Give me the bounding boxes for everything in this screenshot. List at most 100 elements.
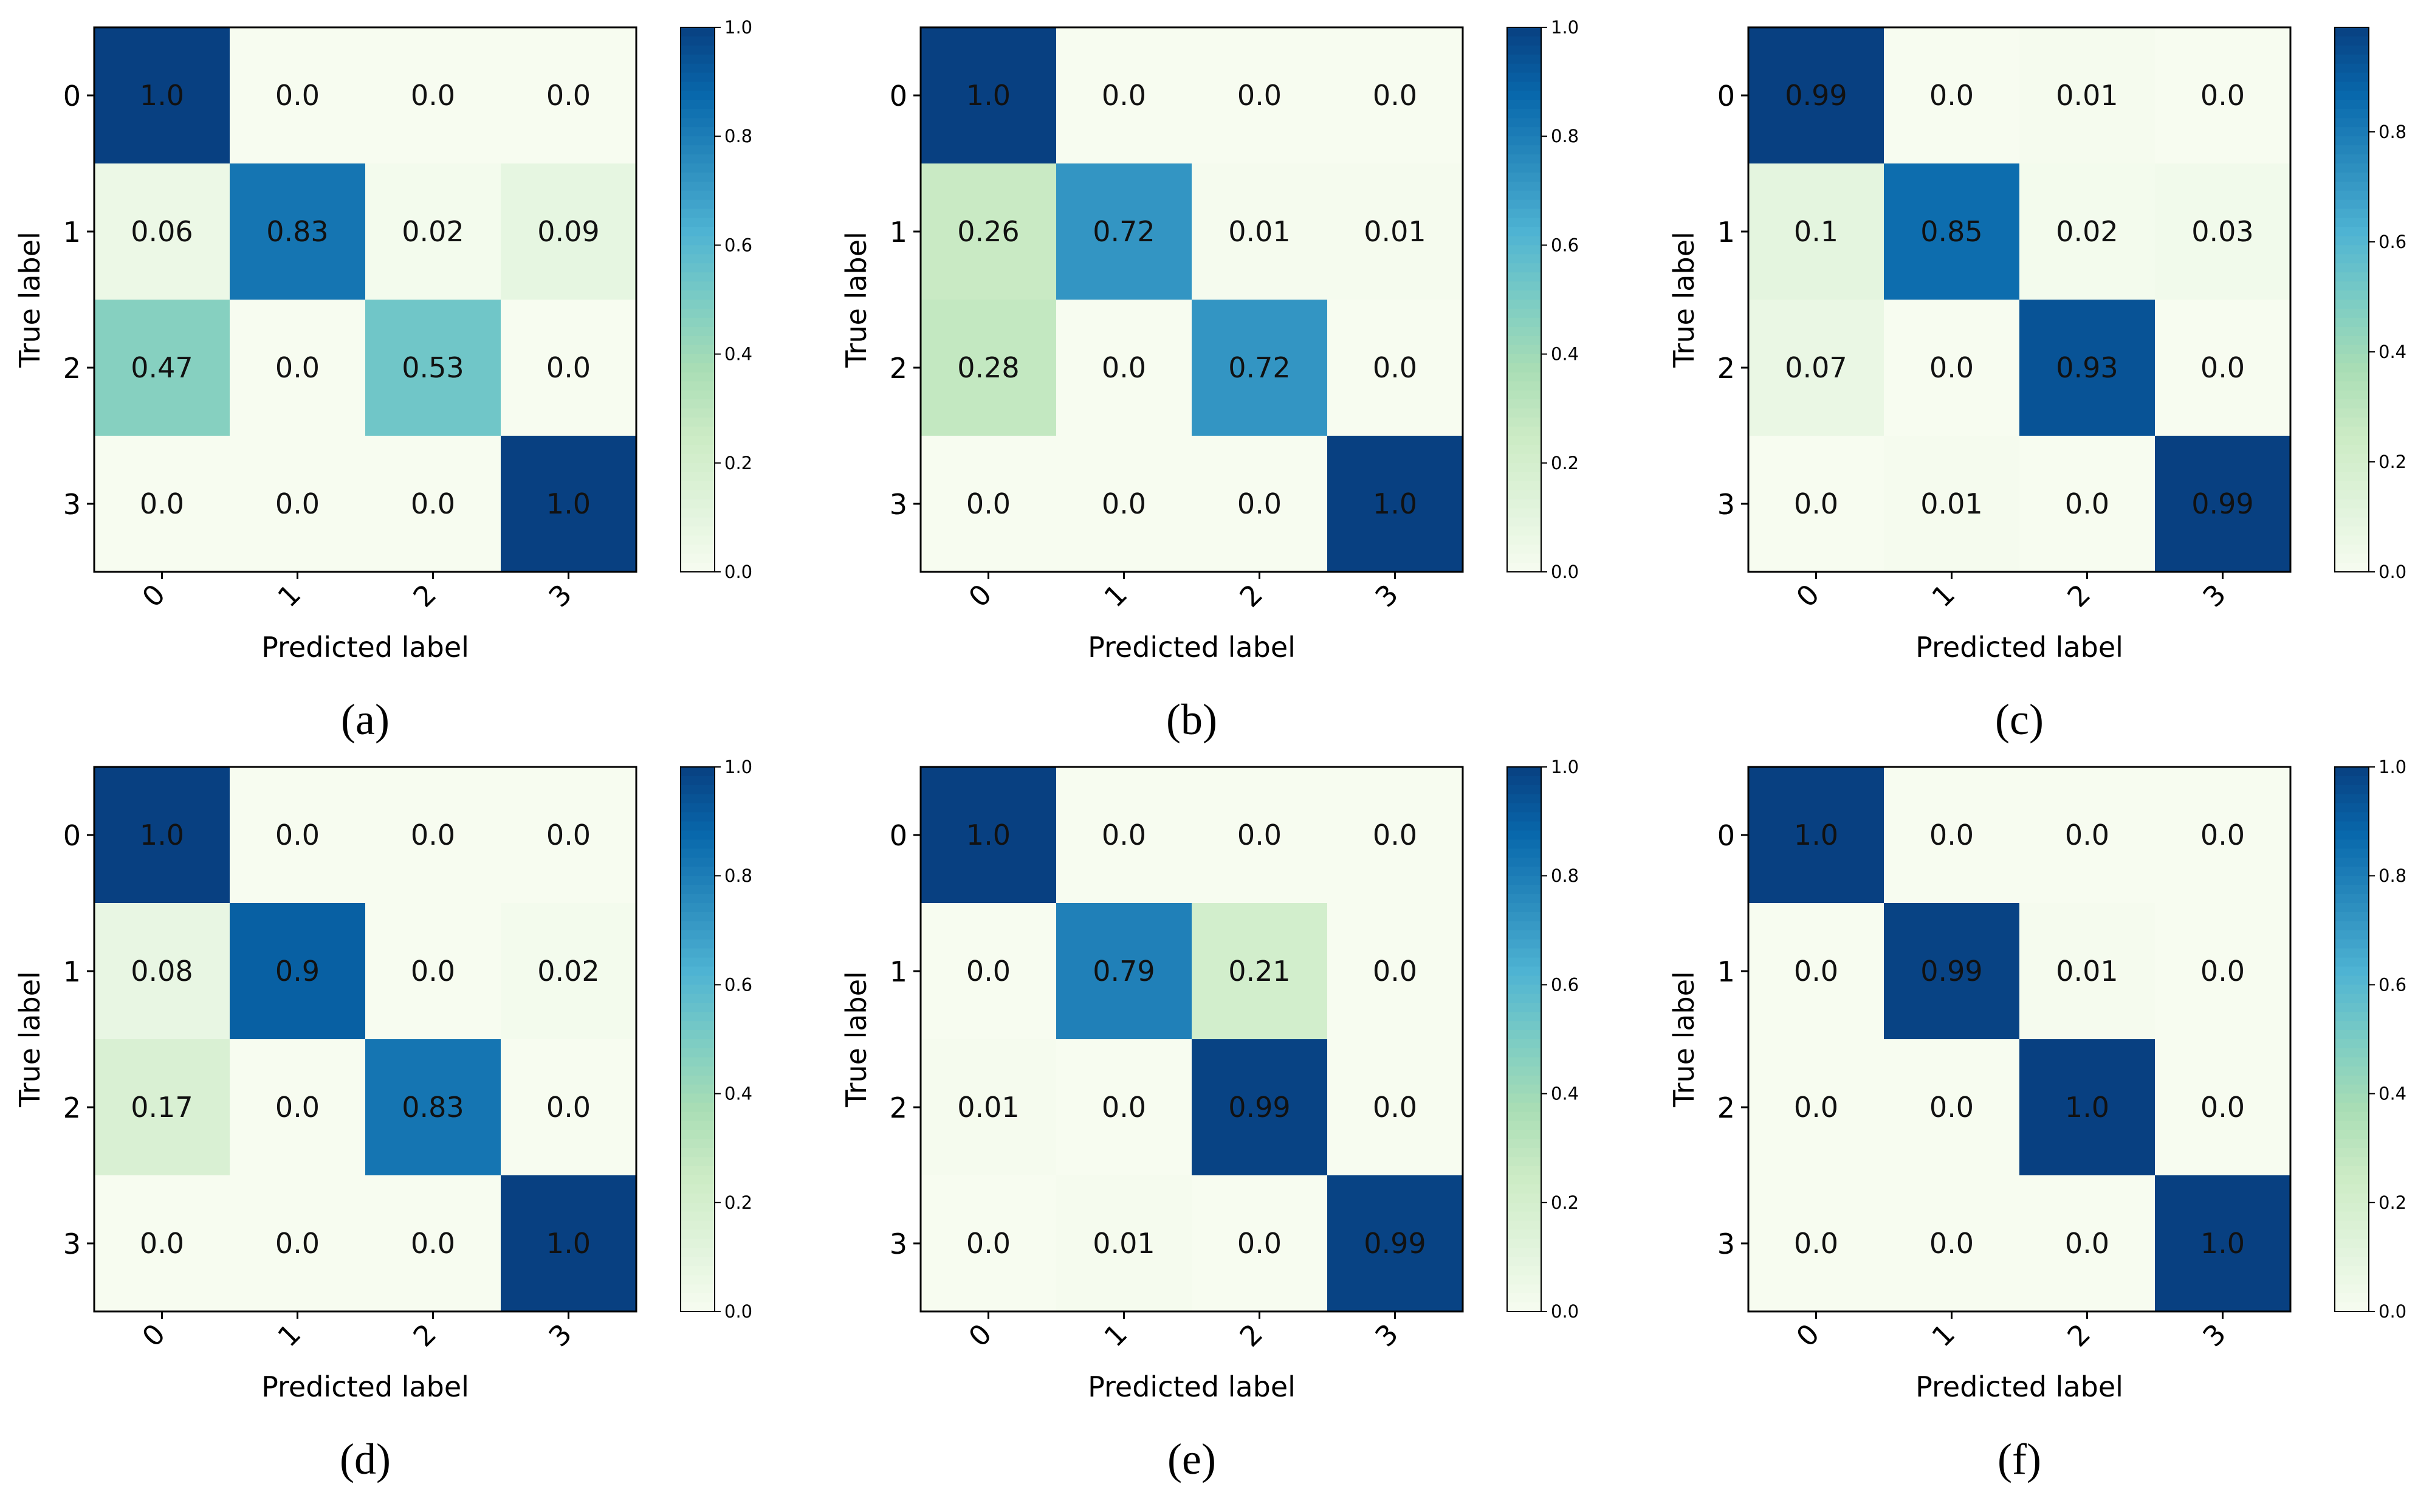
heatmap-cell (921, 1039, 1056, 1175)
colorbar-segment (1507, 1066, 1541, 1076)
panel-e: 1.0 0.0 0.0 0.00.0 0.79 0.21 0.00.01 0.0 0.99 0.0… (840, 757, 1579, 1483)
cell-label: 0.85 (1920, 215, 1982, 248)
colorbar-segment (1507, 163, 1541, 173)
colorbar-segment (2335, 867, 2369, 877)
colorbar-segment (681, 1166, 715, 1176)
colorbar-segment (1507, 1275, 1541, 1285)
x-axis-label: Predicted label (261, 631, 469, 664)
colorbar-tick-label: 0.0 (1551, 1301, 1579, 1322)
colorbar-segment (681, 903, 715, 913)
heatmap-cell (365, 1039, 501, 1175)
colorbar-tick-label: 0.0 (1551, 562, 1579, 582)
colorbar-segment (681, 1039, 715, 1049)
colorbar-segment (1507, 1157, 1541, 1167)
colorbar-segment (1507, 390, 1541, 400)
heatmap-cell (1884, 27, 2019, 163)
heatmap-cell (1327, 1175, 1463, 1311)
colorbar-segment (1507, 63, 1541, 74)
colorbar-segment (2335, 885, 2369, 895)
heatmap-cell (94, 27, 230, 163)
heatmap-cell (1192, 300, 1327, 436)
heatmap-cell (1327, 767, 1463, 903)
colorbar-tick-label: 0.4 (2379, 342, 2406, 362)
colorbar-segment (1507, 372, 1541, 382)
colorbar-segment (1507, 1084, 1541, 1094)
colorbar-tick-label: 1.0 (724, 757, 752, 777)
cell-label: 0.99 (2191, 487, 2253, 520)
cell-label: 0.0 (1102, 79, 1146, 112)
colorbar-segment (2335, 354, 2369, 364)
heatmap-cell (230, 903, 365, 1039)
colorbar-segment (681, 1175, 715, 1185)
colorbar-segment (2335, 63, 2369, 74)
colorbar-segment (2335, 127, 2369, 137)
heatmap-cell (365, 903, 501, 1039)
colorbar-segment (1507, 335, 1541, 346)
cell-label: 0.0 (275, 79, 320, 112)
colorbar-segment (1507, 363, 1541, 373)
colorbar-segment (681, 1003, 715, 1013)
heatmap-cell (230, 1175, 365, 1311)
cell-label: 1.0 (1794, 819, 1838, 851)
colorbar-segment (1507, 508, 1541, 518)
colorbar-segment (681, 985, 715, 995)
colorbar-segment (681, 1220, 715, 1231)
heatmap-cell (501, 1039, 636, 1175)
colorbar-segment (681, 775, 715, 786)
colorbar-segment (2335, 453, 2369, 464)
x-axis-label: Predicted label (1915, 631, 2123, 664)
y-tick-label: 1 (890, 955, 907, 988)
colorbar-segment (681, 326, 715, 337)
colorbar-segment (2335, 1302, 2369, 1312)
colorbar-segment (681, 172, 715, 182)
colorbar-segment (681, 912, 715, 922)
y-axis-label: True label (840, 232, 873, 368)
colorbar-segment (1507, 118, 1541, 128)
y-axis-label: True label (840, 971, 873, 1108)
heatmap-cell (1056, 1039, 1192, 1175)
colorbar-segment (1507, 145, 1541, 156)
colorbar-segment (681, 254, 715, 264)
heatmap-cell (2019, 767, 2155, 903)
heatmap-cell (94, 163, 230, 300)
colorbar-segment (681, 245, 715, 255)
colorbar-segment (2335, 1012, 2369, 1022)
x-tick-label: 0 (136, 578, 171, 614)
colorbar-segment (681, 803, 715, 813)
colorbar-tick-label: 0.2 (2379, 452, 2406, 472)
colorbar-segment (2335, 109, 2369, 119)
y-tick-label: 0 (1717, 80, 1735, 112)
colorbar-segment (681, 1057, 715, 1067)
x-tick-label: 1 (1925, 578, 1961, 614)
colorbar-segment (681, 27, 715, 37)
colorbar-segment (1507, 172, 1541, 182)
colorbar-segment (681, 1121, 715, 1131)
x-tick-label: 2 (2061, 1318, 2097, 1353)
colorbar-segment (681, 444, 715, 455)
colorbar-segment (681, 472, 715, 482)
colorbar-segment (681, 263, 715, 273)
heatmap-cell (365, 163, 501, 300)
colorbar-tick-label: 0.0 (724, 562, 752, 582)
colorbar-tick-label: 0.2 (1551, 1192, 1579, 1213)
colorbar-segment (681, 821, 715, 831)
heatmap-cell (501, 903, 636, 1039)
cell-label: 0.0 (1373, 819, 1417, 851)
colorbar-segment (2335, 390, 2369, 400)
y-axis-label: True label (1668, 971, 1700, 1108)
heatmap-cell (1884, 903, 2019, 1039)
colorbar-segment (2335, 363, 2369, 373)
heatmap-cell (501, 163, 636, 300)
cell-label: 0.0 (1929, 79, 1974, 112)
colorbar-segment (681, 345, 715, 355)
colorbar-segment (681, 1202, 715, 1212)
colorbar-segment (1507, 490, 1541, 500)
colorbar-segment (681, 876, 715, 886)
heatmap-cell (921, 1175, 1056, 1311)
colorbar-segment (681, 462, 715, 473)
colorbar-segment (2335, 199, 2369, 210)
colorbar-segment (681, 199, 715, 210)
colorbar-tick-label: 0.8 (2379, 865, 2406, 886)
colorbar-segment (1507, 1257, 1541, 1267)
colorbar-segment (681, 1148, 715, 1158)
